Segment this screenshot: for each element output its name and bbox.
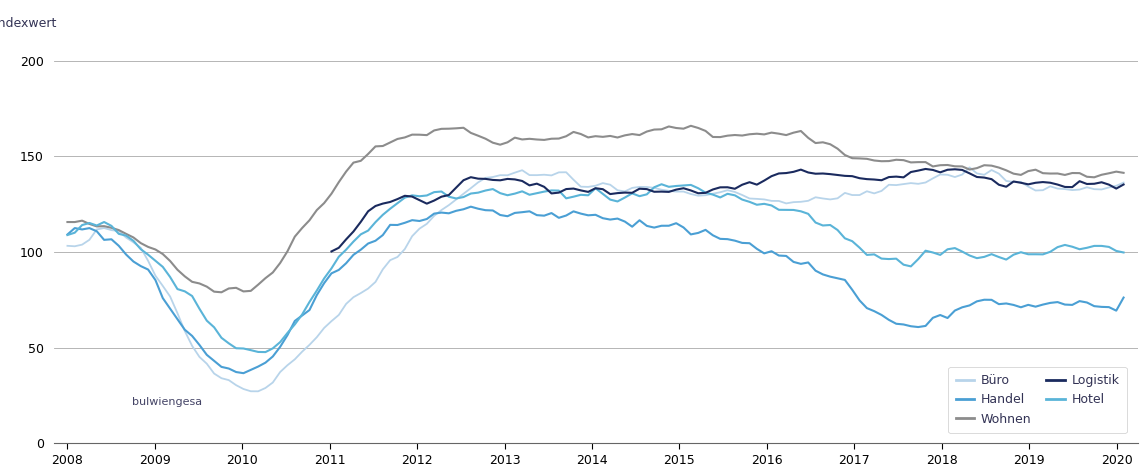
Legend: Büro, Handel, Wohnen, Logistik, Hotel: Büro, Handel, Wohnen, Logistik, Hotel <box>948 367 1127 433</box>
Text: Indexwert: Indexwert <box>0 18 57 30</box>
Text: bulwiengesa: bulwiengesa <box>125 397 201 407</box>
